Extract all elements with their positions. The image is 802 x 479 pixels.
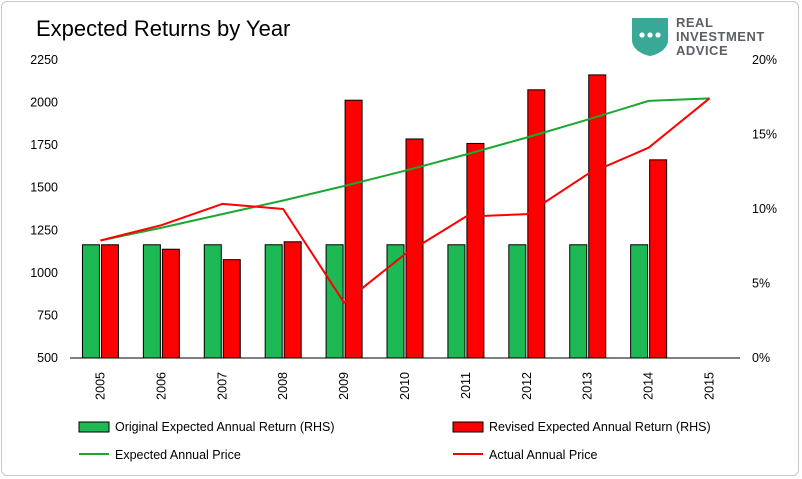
- bar-revised-2009: [344, 99, 363, 359]
- left-tick-label: 1000: [30, 266, 58, 280]
- left-tick-label: 500: [37, 351, 58, 365]
- x-tick-label: 2009: [337, 372, 351, 400]
- legend-swatch-revised: [452, 421, 484, 433]
- left-tick-label: 1500: [30, 181, 58, 195]
- bar-revised-2006: [161, 248, 180, 359]
- bar-revised-2013: [588, 74, 607, 359]
- x-tick-label: 2010: [398, 372, 412, 400]
- right-tick-label: 10%: [752, 202, 777, 216]
- bar-revised-2011: [466, 142, 485, 359]
- bar-original-2013: [569, 244, 588, 359]
- legend-label-actual: Actual Annual Price: [489, 448, 597, 462]
- x-tick-label: 2006: [154, 372, 168, 400]
- logo-text-line3: ADVICE: [676, 43, 729, 58]
- x-tick-label: 2012: [520, 372, 534, 400]
- chart-title: Expected Returns by Year: [36, 16, 291, 41]
- left-tick-label: 1750: [30, 138, 58, 152]
- right-tick-label: 0%: [752, 351, 770, 365]
- legend-label-expected: Expected Annual Price: [115, 448, 241, 462]
- legend-label-revised: Revised Expected Annual Return (RHS): [489, 420, 711, 434]
- left-tick-label: 2250: [30, 53, 58, 67]
- bar-original-2006: [142, 244, 161, 359]
- x-tick-label: 2015: [703, 372, 717, 400]
- logo-text-line2: INVESTMENT: [676, 29, 765, 44]
- bar-revised-2008: [283, 241, 302, 359]
- x-tick-label: 2014: [642, 372, 656, 400]
- legend-label-original: Original Expected Annual Return (RHS): [115, 420, 335, 434]
- bar-revised-2005: [100, 244, 119, 359]
- logo-text-line1: REAL: [676, 15, 714, 30]
- x-tick-label: 2007: [215, 372, 229, 400]
- x-tick-label: 2008: [276, 372, 290, 400]
- left-tick-label: 750: [37, 308, 58, 322]
- line-expected-price: [100, 97, 710, 242]
- bar-original-2010: [386, 244, 405, 359]
- right-tick-label: 15%: [752, 128, 777, 142]
- x-tick-label: 2013: [581, 372, 595, 400]
- bar-original-2008: [264, 244, 283, 359]
- line-actual-price: [100, 97, 711, 304]
- bar-original-2011: [447, 244, 466, 359]
- legend-swatch-original: [78, 421, 110, 433]
- bar-revised-2007: [222, 259, 241, 359]
- bar-revised-2012: [527, 89, 546, 359]
- bar-original-2014: [630, 244, 649, 359]
- bar-revised-2014: [649, 159, 668, 359]
- x-tick-label: 2005: [93, 372, 107, 400]
- bar-original-2007: [203, 244, 222, 359]
- right-tick-label: 5%: [752, 277, 770, 291]
- brand-logo-icon: [632, 18, 668, 56]
- right-tick-label: 20%: [752, 53, 777, 67]
- bar-original-2012: [508, 244, 527, 359]
- left-tick-label: 1250: [30, 223, 58, 237]
- bar-original-2005: [81, 244, 100, 359]
- x-tick-label: 2011: [459, 372, 473, 399]
- left-tick-label: 2000: [30, 96, 58, 110]
